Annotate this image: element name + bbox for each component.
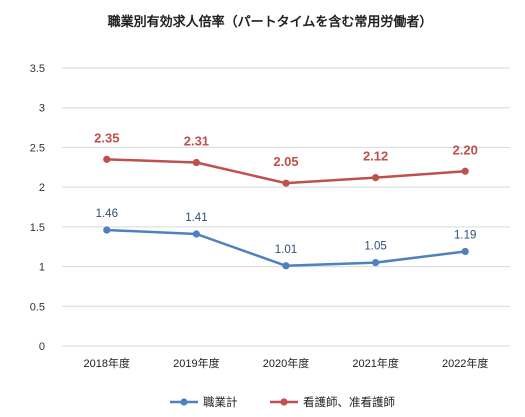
data-label: 2.20 xyxy=(453,142,478,157)
y-tick-label: 1 xyxy=(39,262,45,274)
x-tick-label: 2019年度 xyxy=(173,356,219,370)
data-point xyxy=(192,158,200,167)
data-point xyxy=(192,230,200,238)
data-point xyxy=(103,155,111,163)
chart-title: 職業別有効求人倍率（パートタイムを含む常用労働者） xyxy=(108,14,433,30)
data-point xyxy=(372,174,380,182)
data-label: 2.12 xyxy=(363,149,388,164)
y-tick-label: 0 xyxy=(39,341,45,353)
y-tick-label: 3.5 xyxy=(30,63,45,75)
x-tick-label: 2020年度 xyxy=(263,356,309,370)
series-layer: 1.46 1.41 1.01 1.05 1.19 2.35 2.31 2.05 2.12 2.20 xyxy=(94,130,478,270)
data-point xyxy=(461,167,469,175)
x-tick-label: 2022年度 xyxy=(442,356,488,370)
data-label: 1.19 xyxy=(454,229,476,241)
gridlines xyxy=(62,67,510,347)
x-axis-ticks: 2018年度 2019年度 2020年度 2021年度 2022年度 xyxy=(84,356,489,370)
x-tick-label: 2018年度 xyxy=(84,356,130,370)
legend: 職業計 看護師、准看護師 xyxy=(170,395,395,409)
y-tick-label: 3 xyxy=(39,103,45,115)
legend-label: 看護師、准看護師 xyxy=(303,395,395,409)
legend-marker xyxy=(280,398,288,406)
data-point xyxy=(282,179,290,187)
legend-marker xyxy=(180,398,188,406)
y-tick-label: 2 xyxy=(39,182,45,194)
data-label: 2.35 xyxy=(94,130,119,145)
data-label: 2.05 xyxy=(273,154,298,169)
data-label: 1.01 xyxy=(275,244,297,256)
data-point xyxy=(372,259,380,267)
data-label: 1.05 xyxy=(364,241,386,253)
data-point xyxy=(461,247,469,256)
y-axis-ticks: 0 0.5 1 1.5 2 2.5 3 3.5 xyxy=(30,63,45,353)
y-tick-label: 1.5 xyxy=(30,222,45,234)
legend-label: 職業計 xyxy=(203,395,238,409)
data-label: 1.41 xyxy=(185,212,207,224)
data-label: 2.31 xyxy=(184,134,209,149)
y-tick-label: 0.5 xyxy=(30,301,45,313)
data-label: 1.46 xyxy=(96,208,118,220)
y-tick-label: 2.5 xyxy=(30,142,45,154)
x-tick-label: 2021年度 xyxy=(352,356,398,370)
data-point xyxy=(103,226,111,234)
data-point xyxy=(282,262,290,270)
